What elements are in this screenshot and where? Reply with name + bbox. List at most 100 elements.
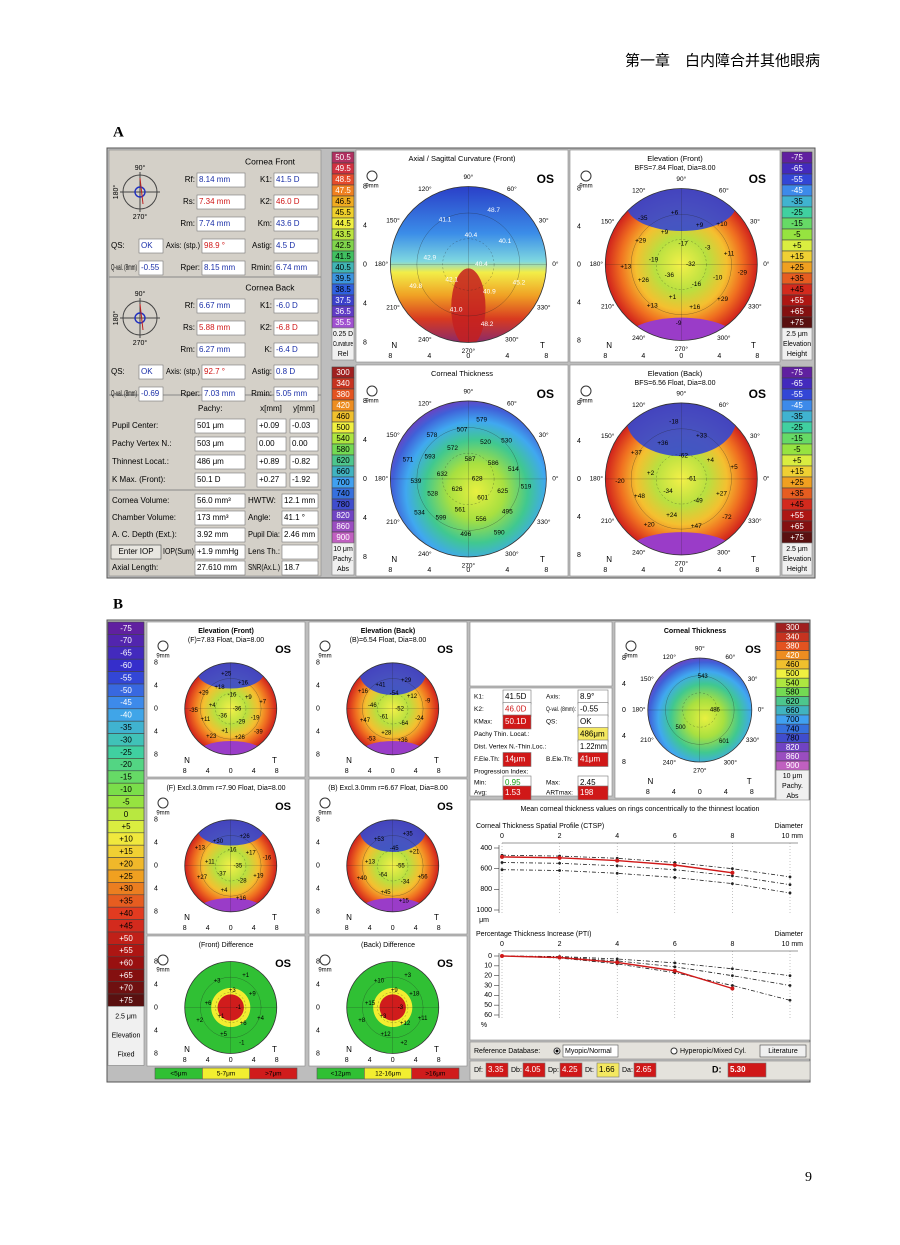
- scale-label: 820: [786, 743, 800, 752]
- map-subtitle: (Back) Difference: [361, 942, 415, 949]
- x-tick-label: 2: [558, 833, 562, 840]
- value: 6.27 mm: [199, 345, 230, 354]
- field-label: Chamber Volume:: [112, 513, 176, 522]
- y-tick-label: 4: [316, 1027, 320, 1034]
- button[interactable]: [110, 544, 162, 560]
- map-title: Elevation (Back): [361, 628, 415, 635]
- series-point: [500, 868, 504, 872]
- zoom-icon: [580, 385, 592, 397]
- map-value: -45: [390, 846, 399, 852]
- scale-mode: Fixed: [117, 1052, 134, 1059]
- y-tick-label: 4: [316, 683, 320, 690]
- y-tick-label: 0: [577, 261, 581, 268]
- scale-footer: [781, 327, 813, 361]
- scale-label: 41.5: [335, 252, 351, 261]
- series-point: [730, 986, 735, 991]
- scale-label: -10: [120, 785, 132, 794]
- section-title: Cornea Front: [245, 156, 296, 166]
- scale-label: -15: [120, 773, 132, 782]
- degree-label: 60°: [507, 185, 517, 193]
- y-tick-label: 8: [577, 185, 581, 192]
- series-point: [788, 875, 792, 879]
- map-value: +18: [409, 991, 420, 997]
- map-value: +8: [358, 1018, 366, 1024]
- map-value: 41.0: [450, 307, 463, 314]
- x-tick-label: 4: [615, 941, 619, 948]
- y-tick-label: 0: [316, 863, 320, 870]
- map-value: +15: [399, 899, 410, 905]
- degree-label: 30°: [750, 218, 760, 226]
- scale-footer: [107, 1006, 145, 1066]
- nasal-label: N: [184, 756, 190, 765]
- field-label: Rs:: [183, 197, 195, 206]
- map-value: +37: [631, 450, 642, 457]
- scale-label: +15: [790, 252, 804, 261]
- y-tick-label: 0: [316, 706, 320, 713]
- value-box: [196, 320, 246, 336]
- field-label: QS:: [111, 241, 125, 250]
- map-value: +10: [374, 979, 385, 985]
- degree-label: 300°: [717, 548, 731, 556]
- map-value: +26: [638, 277, 649, 284]
- map-value: +12: [380, 1032, 391, 1038]
- field-label: Pachy Thin. Locat.:: [474, 731, 530, 738]
- value: 1.22mm: [580, 742, 607, 751]
- value: 8.15 mm: [204, 263, 235, 272]
- scale-footer: [331, 327, 355, 361]
- map-value: 519: [521, 483, 532, 490]
- value-box: [196, 194, 246, 210]
- value-box: [727, 1062, 767, 1078]
- scale-label: -55: [791, 390, 803, 399]
- degree-label: 120°: [632, 401, 646, 409]
- field-label: Db:: [511, 1067, 522, 1074]
- zoom-label: 9mm: [579, 399, 592, 405]
- map-value: +5: [220, 1032, 228, 1038]
- option-label: Hyperopic/Mixed Cyl.: [680, 1048, 746, 1055]
- scale-label: 40.5: [335, 263, 351, 272]
- series-point: [673, 876, 677, 879]
- value: 0.00: [259, 439, 275, 448]
- reference-bar: [469, 1041, 811, 1060]
- map-value: -32: [686, 261, 696, 268]
- x-axis-title: Diameter: [775, 931, 804, 938]
- x-tick-label: 10 mm: [782, 833, 804, 840]
- map-value: 586: [488, 460, 499, 467]
- eye-label: OS: [437, 958, 453, 970]
- value: 4.05: [525, 1065, 541, 1074]
- value: 7.74 mm: [199, 219, 230, 228]
- map-value: 45.2: [513, 280, 526, 287]
- x-tick-label: 8: [345, 1057, 349, 1064]
- value-box: [194, 527, 246, 543]
- figure-label: B: [113, 596, 123, 612]
- map-value: -64: [399, 721, 408, 727]
- eye-label: OS: [275, 644, 291, 656]
- temporal-label: T: [272, 756, 277, 765]
- map-value: 48.2: [481, 321, 494, 328]
- degree-label: 210°: [386, 304, 400, 312]
- scale-label: +35: [790, 489, 804, 498]
- map-value: -55: [396, 863, 405, 869]
- value-box: [201, 364, 246, 380]
- map-value: +36: [398, 738, 409, 744]
- map-value: +36: [657, 440, 668, 447]
- degree-label: 0°: [758, 706, 765, 714]
- field-label: K1:: [474, 694, 484, 701]
- map-value: +9: [245, 695, 253, 701]
- value: -6.4 D: [276, 345, 298, 354]
- x-tick-label: 4: [206, 1057, 210, 1064]
- map-value: +29: [198, 691, 209, 697]
- map-value: +11: [201, 717, 211, 723]
- map-value: 507: [457, 427, 468, 434]
- radio-button[interactable]: [670, 1047, 678, 1055]
- x-tick-label: 0: [500, 833, 504, 840]
- scale-label: +45: [790, 285, 804, 294]
- button[interactable]: [759, 1044, 807, 1058]
- axis-icon: [139, 177, 144, 205]
- y-tick-label: 8: [316, 958, 320, 965]
- map-value: 543: [698, 674, 709, 680]
- y-tick-label: 4: [154, 840, 158, 847]
- map-value: 571: [403, 456, 414, 463]
- y-tick-label: 4: [622, 733, 626, 740]
- map-value: -64: [379, 872, 388, 878]
